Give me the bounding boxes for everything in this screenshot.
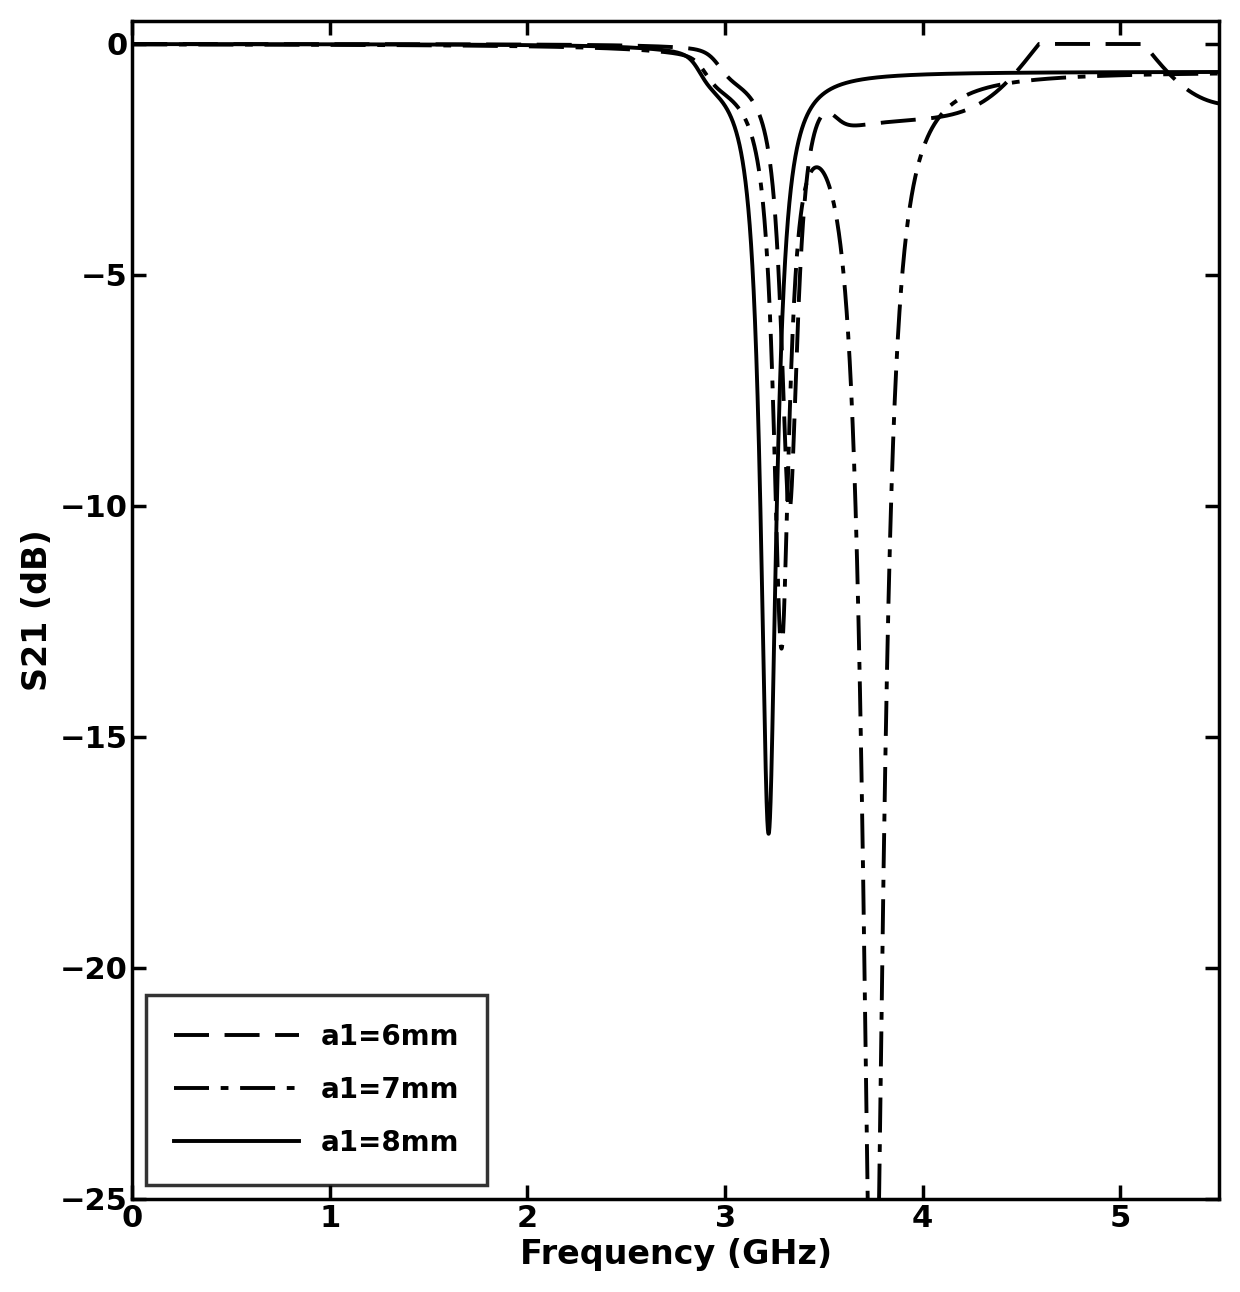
a1=6mm	[1141, 43, 1156, 58]
a1=7mm	[639, 43, 653, 58]
a1=7mm	[822, 181, 837, 196]
a1=6mm	[1211, 96, 1226, 111]
a1=8mm	[761, 826, 776, 841]
a1=8mm	[125, 36, 140, 52]
a1=6mm	[782, 503, 797, 518]
a1=7mm	[1211, 66, 1226, 81]
a1=6mm	[125, 36, 140, 52]
Y-axis label: S21 (dB): S21 (dB)	[21, 528, 53, 691]
Legend: a1=6mm, a1=7mm, a1=8mm: a1=6mm, a1=7mm, a1=8mm	[146, 995, 487, 1185]
a1=8mm	[396, 36, 410, 52]
X-axis label: Frequency (GHz): Frequency (GHz)	[520, 1238, 832, 1271]
a1=8mm	[639, 41, 653, 57]
a1=7mm	[125, 36, 140, 52]
a1=6mm	[639, 39, 653, 54]
a1=7mm	[782, 410, 797, 425]
a1=8mm	[1211, 65, 1226, 80]
Line: a1=6mm: a1=6mm	[133, 44, 1219, 510]
a1=8mm	[822, 81, 837, 97]
a1=7mm	[861, 1191, 875, 1207]
a1=8mm	[1141, 65, 1156, 80]
a1=7mm	[903, 194, 918, 209]
a1=6mm	[903, 112, 918, 128]
a1=7mm	[396, 37, 410, 53]
a1=6mm	[1032, 36, 1047, 52]
a1=6mm	[822, 105, 837, 120]
a1=6mm	[782, 503, 797, 518]
a1=8mm	[782, 193, 797, 208]
Line: a1=8mm: a1=8mm	[133, 44, 1219, 833]
a1=8mm	[903, 67, 918, 83]
Line: a1=7mm: a1=7mm	[133, 44, 1219, 1199]
a1=7mm	[1141, 67, 1156, 83]
a1=6mm	[396, 36, 410, 52]
